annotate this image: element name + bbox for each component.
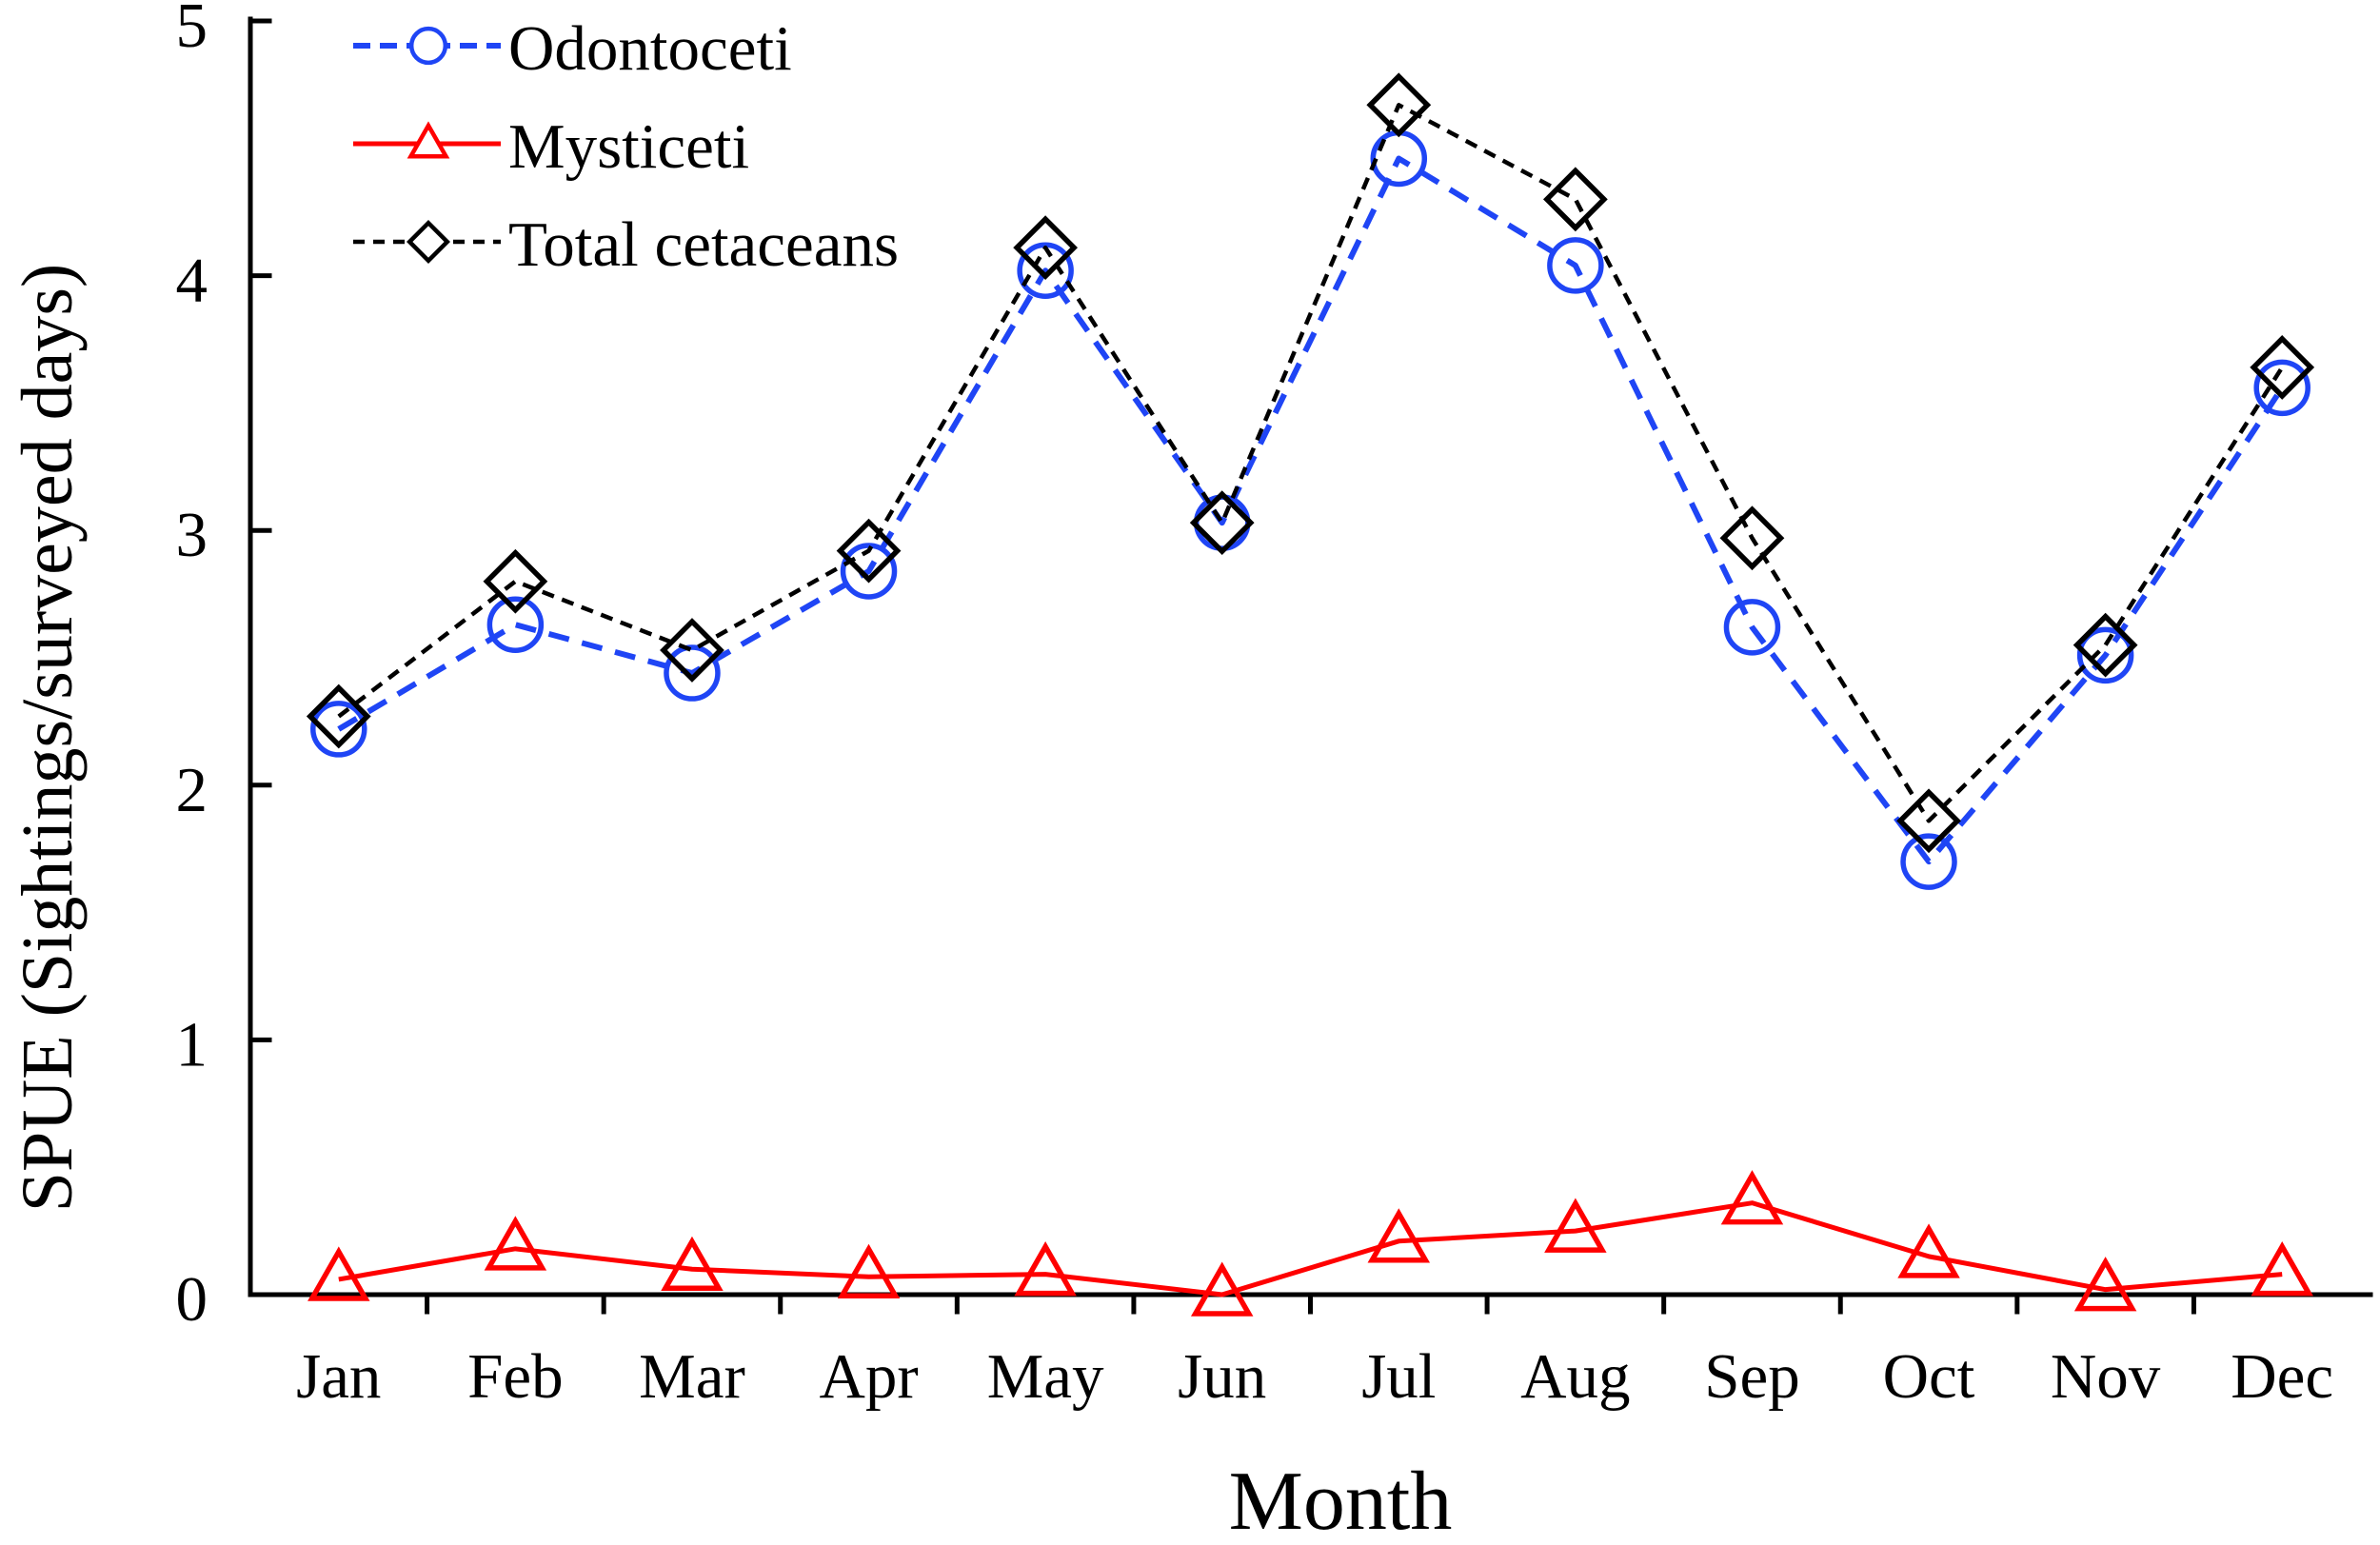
x-tick-label: Jun <box>1178 1341 1266 1412</box>
data-point-odontoceti <box>664 644 721 702</box>
legend-label-total-cetaceans: Total cetaceans <box>508 209 899 280</box>
data-point-mysticeti <box>1367 1208 1431 1263</box>
x-tick-label: Aug <box>1520 1341 1630 1412</box>
data-point-mysticeti <box>1190 1261 1254 1317</box>
x-tick-label: Feb <box>467 1341 564 1412</box>
data-point-mysticeti <box>1720 1170 1784 1225</box>
x-tick-label: Jan <box>296 1341 381 1412</box>
series-line-total-cetaceans <box>337 103 2285 823</box>
data-point-odontoceti <box>486 596 545 653</box>
x-tick-label: Sep <box>1704 1341 1800 1412</box>
data-point-total-cetaceans <box>660 618 724 683</box>
data-point-odontoceti <box>310 701 367 758</box>
data-point-total-cetaceans <box>306 683 371 749</box>
data-point-mysticeti <box>2073 1257 2137 1312</box>
x-tick-label: Apr <box>819 1341 918 1412</box>
series-odontoceti <box>310 129 2311 890</box>
data-point-mysticeti <box>484 1216 547 1271</box>
legend-item-odontoceti: Odontoceti <box>353 13 792 84</box>
legend-marker-mysticeti <box>407 121 450 159</box>
data-point-odontoceti <box>1900 833 1957 890</box>
data-point-total-cetaceans <box>483 548 548 614</box>
data-point-odontoceti <box>840 543 898 600</box>
x-tick-label: Mar <box>639 1341 745 1412</box>
data-point-odontoceti <box>1723 599 1781 656</box>
y-tick-label: 2 <box>176 755 208 825</box>
axes: 0 1 2 3 4 5 Jan Feb Mar Apr May Jun Jul Aug Sep Oct Nov D… <box>176 0 2373 1412</box>
data-point-mysticeti <box>2251 1241 2313 1297</box>
series-line-odontoceti <box>337 155 2285 865</box>
x-axis-title: Month <box>1229 1456 1453 1545</box>
data-point-total-cetaceans <box>1896 788 1961 854</box>
y-tick-label: 1 <box>176 1009 208 1080</box>
series-mysticeti <box>307 1170 2313 1317</box>
data-point-mysticeti <box>837 1243 901 1299</box>
series-total-cetaceans <box>306 72 2315 854</box>
legend-marker-odontoceti <box>408 26 448 66</box>
plot-area <box>306 72 2315 1317</box>
x-tick-label: Nov <box>2051 1341 2161 1412</box>
legend-item-total-cetaceans: Total cetaceans <box>353 209 899 280</box>
data-point-total-cetaceans <box>2250 335 2315 400</box>
y-tick-label: 0 <box>176 1264 208 1335</box>
data-point-total-cetaceans <box>836 518 902 584</box>
legend: Odontoceti Mysticeti Total cetaceans <box>353 13 899 280</box>
data-point-total-cetaceans <box>1542 167 1608 232</box>
data-point-total-cetaceans <box>1013 215 1079 281</box>
data-point-mysticeti <box>1544 1198 1607 1253</box>
series-line-mysticeti <box>338 1200 2283 1297</box>
data-point-mysticeti <box>1014 1241 1077 1297</box>
legend-label-mysticeti: Mysticeti <box>508 111 749 182</box>
y-tick-label: 5 <box>176 0 208 61</box>
y-tick-label: 3 <box>176 500 208 570</box>
y-tick-label: 4 <box>176 246 208 316</box>
data-point-total-cetaceans <box>1719 505 1785 571</box>
data-point-odontoceti <box>1017 242 1074 299</box>
x-tick-label: Dec <box>2231 1341 2333 1412</box>
data-point-mysticeti <box>1897 1223 1960 1278</box>
data-point-odontoceti <box>2253 359 2311 417</box>
data-point-total-cetaceans <box>1366 72 1432 138</box>
data-point-mysticeti <box>307 1246 370 1301</box>
legend-label-odontoceti: Odontoceti <box>508 13 792 84</box>
x-tick-label: Jul <box>1361 1341 1436 1412</box>
x-tick-label: Oct <box>1883 1341 1975 1412</box>
y-axis-title: SPUE (Sightings/surveyed days) <box>8 264 88 1212</box>
x-tick-label: May <box>987 1341 1104 1412</box>
data-point-total-cetaceans <box>1189 490 1255 556</box>
data-point-odontoceti <box>2076 626 2134 684</box>
data-point-mysticeti <box>661 1236 724 1291</box>
data-point-odontoceti <box>1547 237 1604 294</box>
legend-item-mysticeti: Mysticeti <box>353 111 749 182</box>
legend-marker-total-cetaceans <box>407 220 450 264</box>
data-point-total-cetaceans <box>2073 612 2138 678</box>
